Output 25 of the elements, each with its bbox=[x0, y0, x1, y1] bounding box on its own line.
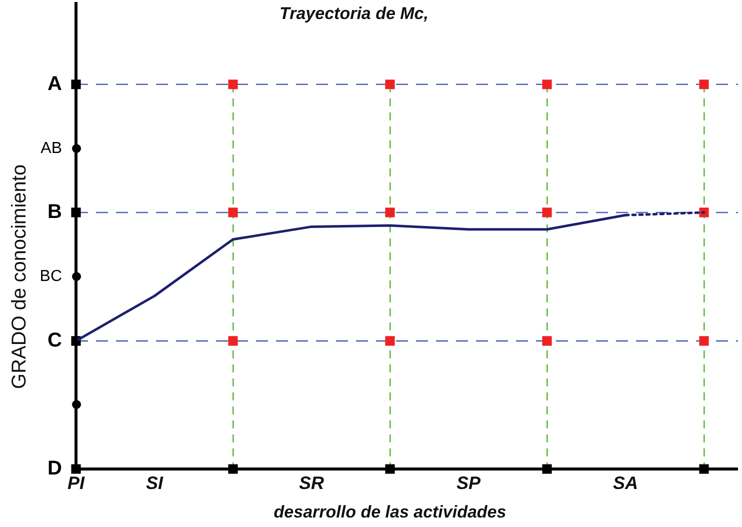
point bbox=[385, 336, 395, 346]
point bbox=[228, 208, 238, 218]
text: D bbox=[48, 458, 62, 480]
x-tick-label: SR bbox=[298, 472, 324, 493]
point bbox=[699, 80, 709, 90]
x-tick-label: SA bbox=[612, 472, 638, 493]
x-axis-title: desarrollo de las actividades bbox=[274, 502, 506, 522]
point bbox=[542, 208, 552, 218]
ref-line-label: A bbox=[48, 72, 62, 95]
point bbox=[542, 336, 552, 346]
x-tick-label: PI bbox=[67, 472, 86, 493]
text: AB bbox=[40, 140, 62, 157]
ref-line-label: C bbox=[48, 329, 62, 352]
x-tick-label: SP bbox=[456, 472, 482, 493]
point bbox=[385, 208, 395, 218]
x-tick-label: SI bbox=[146, 472, 164, 493]
point bbox=[542, 80, 552, 90]
ref-line-label: B bbox=[48, 200, 62, 223]
y-axis-title: GRADO de conocimiento bbox=[8, 164, 31, 389]
point bbox=[228, 336, 238, 346]
point bbox=[699, 336, 709, 346]
point bbox=[228, 80, 238, 90]
chart-title: Trayectoria de Mc, bbox=[280, 4, 428, 23]
point bbox=[385, 80, 395, 90]
text: BC bbox=[40, 268, 62, 286]
